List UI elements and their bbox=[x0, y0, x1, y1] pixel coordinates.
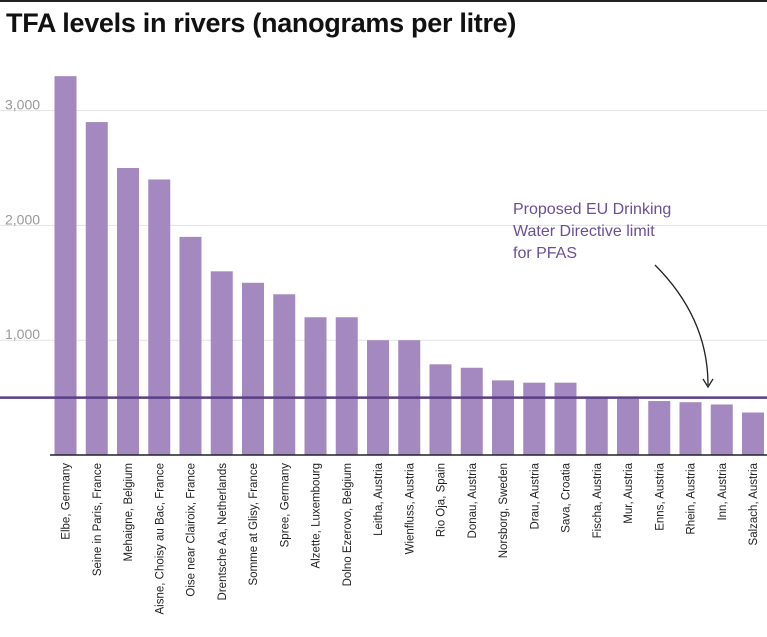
x-tick-label: Elbe, Germany bbox=[61, 463, 73, 540]
chart-title: TFA levels in rivers (nanograms per litr… bbox=[6, 8, 517, 38]
x-tick-label: Mehaigne, Belgium bbox=[123, 463, 135, 561]
y-tick-label: 2,000 bbox=[5, 211, 40, 227]
bar bbox=[179, 236, 202, 455]
annotation-text-line: for PFAS bbox=[513, 245, 577, 262]
x-tick-label: Salzach, Austria bbox=[748, 462, 760, 545]
bar bbox=[492, 380, 514, 455]
annotation-arrowhead bbox=[702, 378, 714, 389]
x-tick-label: Sava, Croatia bbox=[561, 462, 573, 532]
bar bbox=[617, 398, 639, 455]
bar bbox=[54, 76, 77, 455]
bar bbox=[210, 271, 233, 455]
bar bbox=[554, 382, 577, 455]
annotation-text-line: Proposed EU Drinking bbox=[513, 201, 671, 218]
bar bbox=[460, 367, 483, 455]
eu-limit-annotation: Proposed EU Drinking Water Directive limi… bbox=[513, 201, 671, 262]
bar bbox=[85, 122, 108, 455]
bar bbox=[523, 382, 546, 455]
x-tick-label: Norsborg, Sweden bbox=[498, 463, 510, 558]
x-tick-label: Dolno Ezerovo, Belgium bbox=[342, 463, 354, 586]
y-tick-label: 1,000 bbox=[5, 326, 40, 342]
bar bbox=[304, 317, 327, 455]
x-tick-label: Mur, Austria bbox=[623, 462, 635, 523]
x-tick-label: Leitha, Austria bbox=[373, 462, 385, 535]
bars bbox=[54, 76, 764, 456]
x-tick-label: Oise near Clairoix, France bbox=[186, 463, 198, 597]
bar bbox=[429, 364, 452, 455]
bar bbox=[273, 294, 296, 455]
x-tick-label: Fischa, Austria bbox=[592, 462, 604, 538]
x-tick-label: Rio Oja, Spain bbox=[436, 463, 448, 537]
x-tick-label: Wienfluss, Austria bbox=[404, 462, 416, 554]
x-tick-label: Aisne, Choisy au Bac, France bbox=[154, 463, 166, 615]
x-tick-label: Enns, Austria bbox=[654, 462, 666, 530]
bar bbox=[742, 412, 764, 455]
bar bbox=[148, 179, 171, 456]
top-rule bbox=[0, 0, 767, 2]
y-axis-tick-labels: 1,000 2,000 3,000 bbox=[5, 97, 40, 343]
bar bbox=[679, 402, 702, 455]
bar bbox=[335, 317, 358, 455]
annotation-text-line: Water Directive limit bbox=[513, 223, 655, 240]
x-tick-label: Somme at Glisy, France bbox=[248, 463, 260, 586]
x-tick-label: Spree, Germany bbox=[279, 463, 291, 548]
annotation-arrow bbox=[654, 264, 709, 386]
bar bbox=[585, 397, 608, 455]
bar bbox=[242, 282, 264, 455]
x-tick-label: Drau, Austria bbox=[529, 462, 541, 529]
x-tick-label: Alzette, Luxembourg bbox=[311, 463, 323, 568]
x-tick-label: Inn, Austria bbox=[717, 462, 729, 520]
bar bbox=[117, 168, 139, 455]
y-tick-label: 3,000 bbox=[5, 97, 40, 113]
x-tick-label: Drentsche Aa, Netherlands bbox=[217, 463, 229, 601]
x-tick-label: Seine in Paris, France bbox=[92, 463, 104, 576]
x-tick-label: Donau, Austria bbox=[467, 462, 479, 538]
x-tick-label: Rhein, Austria bbox=[686, 462, 698, 534]
x-axis-tick-labels: Elbe, Germany Seine in Paris, France Mehai… bbox=[61, 462, 761, 614]
bar bbox=[648, 401, 671, 455]
bar bbox=[710, 404, 733, 455]
